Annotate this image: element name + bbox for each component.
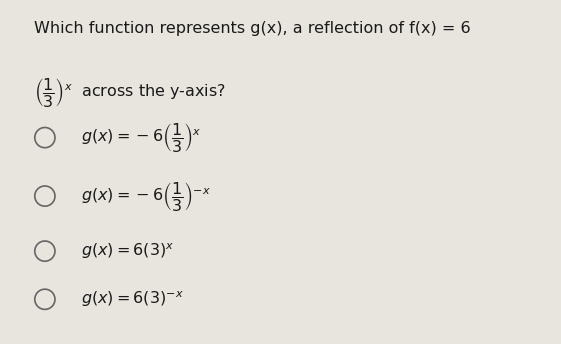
Text: $g(x) = -6\left(\dfrac{1}{3}\right)^{-x}$: $g(x) = -6\left(\dfrac{1}{3}\right)^{-x}… [81,180,211,213]
Text: $g(x) = 6(3)^{-x}$: $g(x) = 6(3)^{-x}$ [81,290,184,309]
Text: $\left(\dfrac{1}{3}\right)^{x}$  across the y-axis?: $\left(\dfrac{1}{3}\right)^{x}$ across t… [34,76,226,109]
Text: $g(x) = -6\left(\dfrac{1}{3}\right)^{x}$: $g(x) = -6\left(\dfrac{1}{3}\right)^{x}$ [81,121,202,154]
Text: Which function represents g(x), a reflection of f(x) = 6: Which function represents g(x), a reflec… [34,21,470,36]
Text: $g(x) = 6(3)^{x}$: $g(x) = 6(3)^{x}$ [81,241,175,261]
